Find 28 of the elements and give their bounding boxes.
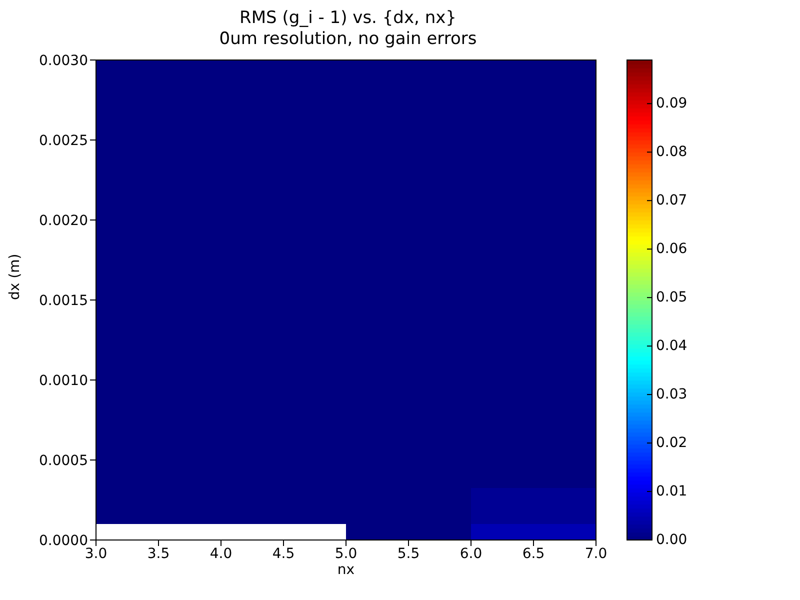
- x-tick-label: 4.5: [272, 546, 295, 562]
- color-bar-label: 0.06: [656, 241, 688, 258]
- y-tick-label: 0.0030: [39, 52, 88, 69]
- color-bar-label: 0.03: [656, 386, 688, 403]
- x-tick-label: 5.5: [397, 546, 420, 562]
- color-bar-label: 0.04: [656, 338, 688, 354]
- y-tick-label: 0.0005: [39, 452, 88, 469]
- x-tick-label: 7.0: [584, 546, 608, 562]
- y-tick-label: 0.0010: [39, 372, 88, 389]
- x-axis-title: nx: [337, 562, 355, 578]
- chart-subtitle: 0um resolution, no gain errors: [218, 29, 478, 50]
- y-tick-label: 0.0020: [39, 212, 88, 229]
- x-tick-label: 5.0: [334, 546, 358, 562]
- x-tick-label: 6.0: [460, 546, 482, 562]
- x-tick-label: 4.0: [210, 546, 232, 562]
- color-bar-label: 0.00: [656, 532, 688, 548]
- chart-title: RMS (g_i - 1) vs. {dx, nx}: [238, 8, 458, 29]
- y-tick-label: 0.0025: [39, 132, 88, 149]
- color-bar-label: 0.08: [656, 144, 688, 160]
- x-tick-label: 6.5: [522, 546, 545, 562]
- color-bar-label: 0.09: [656, 96, 688, 112]
- color-bar-label: 0.07: [656, 192, 688, 209]
- color-bar-label: 0.05: [656, 290, 688, 306]
- y-axis-title: dx (m): [6, 254, 23, 300]
- x-tick-label: 3.5: [147, 546, 170, 562]
- color-bar-label: 0.02: [656, 435, 688, 452]
- color-bar-label: 0.01: [656, 484, 688, 500]
- y-tick-label: 0.0015: [39, 292, 88, 309]
